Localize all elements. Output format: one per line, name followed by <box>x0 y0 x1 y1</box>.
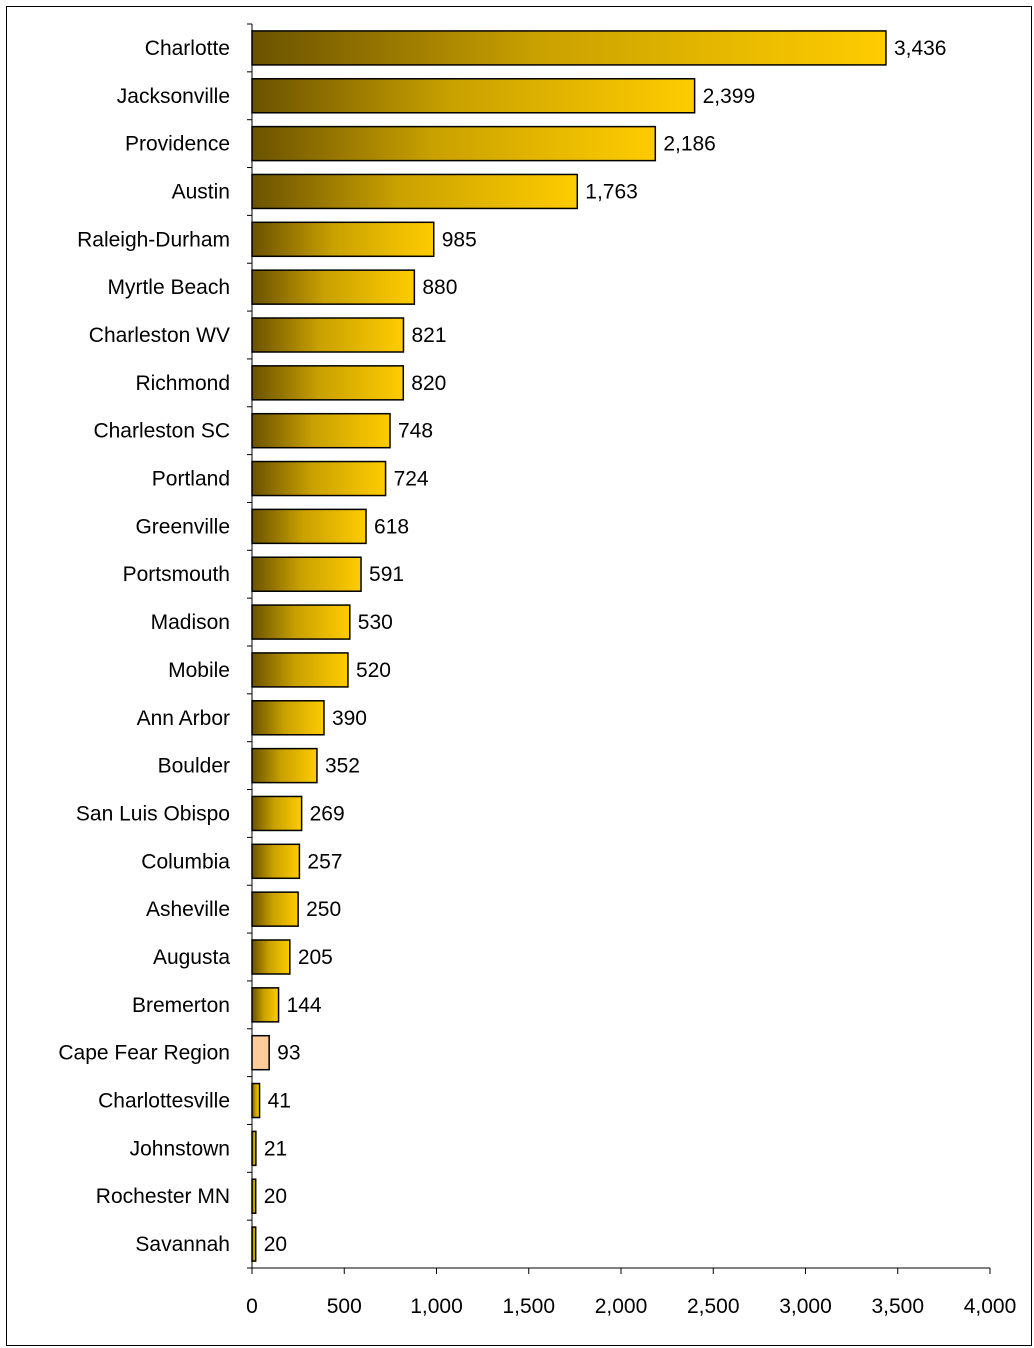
category-label: Savannah <box>135 1233 230 1256</box>
value-label: 880 <box>422 276 457 299</box>
value-label: 748 <box>398 420 433 443</box>
value-label: 269 <box>310 802 345 825</box>
bar-augusta <box>251 939 291 975</box>
bar-johnstown <box>251 1130 257 1167</box>
bar-austin <box>251 173 579 210</box>
value-label: 821 <box>411 324 446 347</box>
category-label: Portland <box>152 468 230 491</box>
bar-san-luis-obispo <box>251 795 303 832</box>
bar-charlottesville <box>251 1082 261 1119</box>
value-label: 390 <box>332 707 367 730</box>
x-tick-label: 4,000 <box>964 1295 1017 1318</box>
bar-portland <box>251 460 387 497</box>
category-label: Myrtle Beach <box>107 276 230 299</box>
axes-group: 0 500 1,000 1,500 2,000 2,500 3,000 3,500 4,000 <box>246 23 1017 1318</box>
value-label: 3,436 <box>894 37 947 60</box>
bar-providence <box>251 125 657 162</box>
value-label: 250 <box>306 898 341 921</box>
x-tick-label: 1,500 <box>502 1295 555 1318</box>
category-label: Charleston SC <box>93 420 230 443</box>
bar-mobile <box>251 652 349 688</box>
bar-madison <box>251 604 351 640</box>
category-label: Rochester MN <box>96 1185 230 1208</box>
category-label: Charlottesville <box>98 1090 230 1113</box>
bar-charlotte <box>251 30 887 66</box>
bar-raleigh-durham <box>251 221 435 258</box>
value-label: 20 <box>264 1185 287 1208</box>
value-label: 41 <box>268 1090 291 1113</box>
value-label: 985 <box>442 228 477 251</box>
category-label: Johnstown <box>130 1137 230 1160</box>
bar-ann-arbor <box>251 700 325 736</box>
bar-cape-fear-region <box>251 1034 270 1071</box>
x-tick-label: 2,000 <box>595 1295 648 1318</box>
bar-charleston-wv <box>251 317 405 353</box>
category-label: Bremerton <box>132 994 230 1017</box>
value-label: 2,399 <box>703 85 756 108</box>
value-label: 2,186 <box>663 133 716 156</box>
category-label: Portsmouth <box>123 563 230 586</box>
value-label: 144 <box>287 994 322 1017</box>
value-label: 520 <box>356 659 391 682</box>
bar-jacksonville <box>251 78 696 114</box>
category-label: Raleigh-Durham <box>77 228 230 251</box>
category-label: Mobile <box>168 659 230 682</box>
x-tick-label: 1,000 <box>410 1295 463 1318</box>
value-label: 820 <box>411 372 446 395</box>
bar-charleston-sc <box>251 412 391 449</box>
value-label: 618 <box>374 515 409 538</box>
category-label: Ann Arbor <box>137 707 230 730</box>
value-label: 530 <box>358 611 393 634</box>
bar-boulder <box>251 747 318 784</box>
category-label: Augusta <box>153 946 230 969</box>
bar-savannah <box>251 1226 257 1262</box>
bars-group: Charlotte 3,436 Jacksonville 2,399 Providenc… <box>58 30 947 1262</box>
value-label: 591 <box>369 563 404 586</box>
category-label: San Luis Obispo <box>76 802 230 825</box>
bar-asheville <box>251 891 299 927</box>
category-label: Greenville <box>135 515 230 538</box>
bar-rochester-mn <box>251 1178 257 1214</box>
value-label: 352 <box>325 755 360 778</box>
category-label: Columbia <box>141 850 230 873</box>
x-tick-label: 0 <box>246 1295 258 1318</box>
x-tick-label: 2,500 <box>687 1295 740 1318</box>
bar-bremerton <box>251 987 280 1023</box>
category-label: Asheville <box>146 898 230 921</box>
category-label: Charleston WV <box>89 324 230 347</box>
chart-frame <box>6 6 1032 1346</box>
bar-myrtle-beach <box>251 269 416 305</box>
category-label: Madison <box>151 611 230 634</box>
category-label: Austin <box>172 180 230 203</box>
value-label: 1,763 <box>585 180 638 203</box>
x-tick-label: 3,500 <box>871 1295 924 1318</box>
value-label: 205 <box>298 946 333 969</box>
x-tick-label: 500 <box>327 1295 362 1318</box>
category-label: Richmond <box>135 372 230 395</box>
category-label: Charlotte <box>145 37 230 60</box>
value-label: 20 <box>264 1233 287 1256</box>
bar-greenville <box>251 508 367 545</box>
value-label: 21 <box>264 1137 287 1160</box>
category-label: Jacksonville <box>117 85 230 108</box>
bar-columbia <box>251 843 301 880</box>
x-tick-label: 3,000 <box>779 1295 832 1318</box>
value-label: 257 <box>307 850 342 873</box>
value-label: 724 <box>394 468 429 491</box>
category-label: Boulder <box>158 755 230 778</box>
value-label: 93 <box>277 1042 300 1065</box>
bar-portsmouth <box>251 556 362 592</box>
category-label: Providence <box>125 133 230 156</box>
bar-richmond <box>251 365 405 401</box>
category-label: Cape Fear Region <box>58 1042 230 1065</box>
